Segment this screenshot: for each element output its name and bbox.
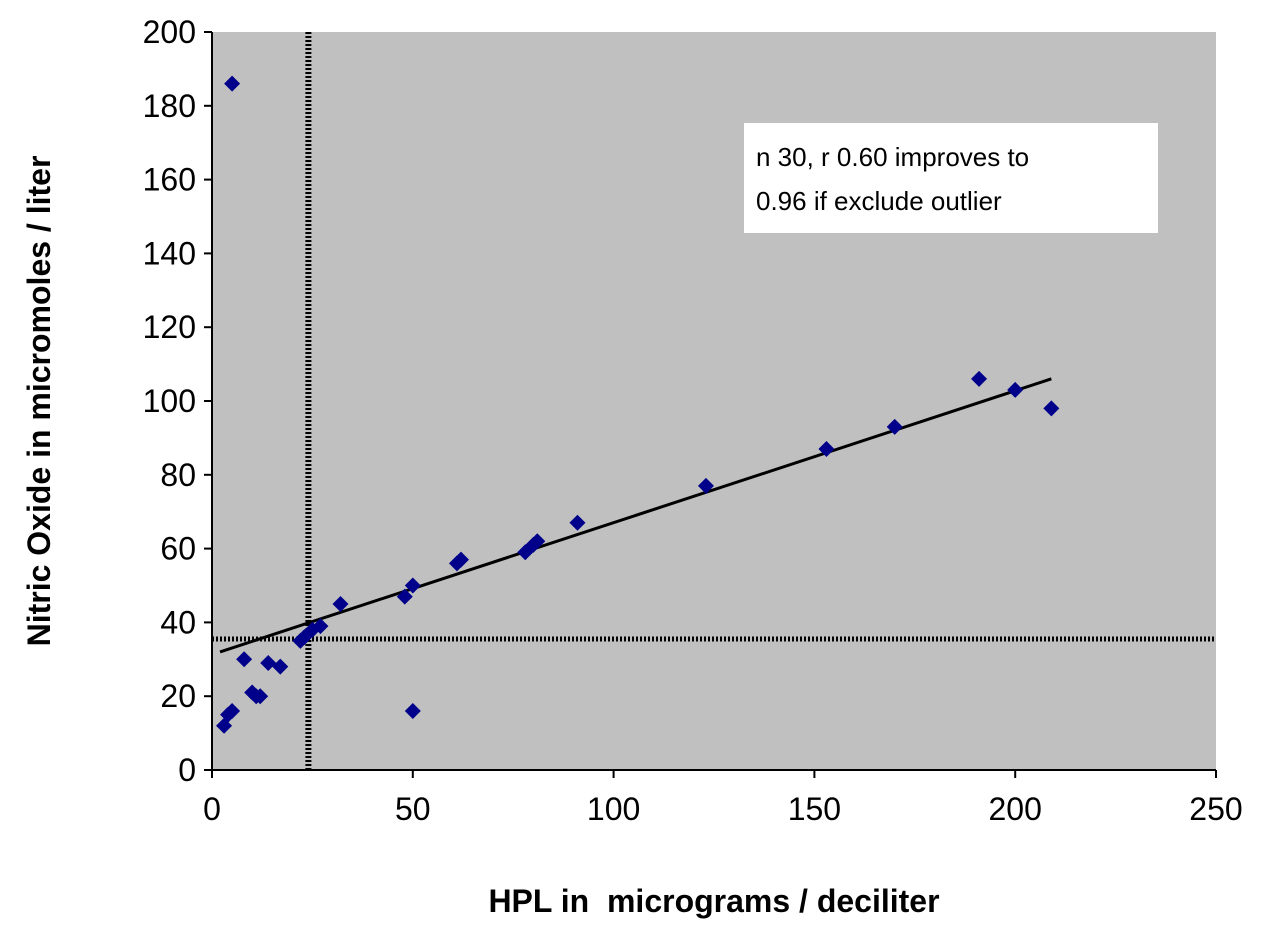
x-axis-title: HPL in micrograms / deciliter	[488, 883, 939, 919]
data-point	[396, 588, 413, 605]
data-points	[216, 75, 1060, 734]
x-tick-label: 0	[203, 791, 221, 827]
x-tick-label: 100	[587, 791, 640, 827]
data-point	[272, 658, 289, 675]
data-point	[1043, 400, 1060, 417]
data-point	[404, 702, 421, 719]
annotation-box: n 30, r 0.60 improves to 0.96 if exclude…	[744, 123, 1158, 233]
data-point	[260, 654, 277, 671]
data-point	[697, 477, 714, 494]
y-axis-title: Nitric Oxide in micromoles / liter	[21, 156, 57, 647]
data-point	[404, 577, 421, 594]
trendline	[219, 377, 1052, 654]
data-point	[529, 533, 546, 550]
x-tick-label: 200	[989, 791, 1042, 827]
annotation-line-1: n 30, r 0.60 improves to	[756, 142, 1029, 172]
data-point	[224, 702, 241, 719]
y-tick-label: 0	[178, 752, 196, 788]
x-tick-label: 250	[1189, 791, 1242, 827]
data-point	[818, 440, 835, 457]
data-point	[569, 514, 586, 531]
x-tick-label: 50	[395, 791, 431, 827]
data-point	[971, 370, 988, 387]
data-point	[1007, 381, 1024, 398]
x-tick-label: 150	[788, 791, 841, 827]
y-tick-label: 200	[143, 14, 196, 50]
y-tick-label: 120	[143, 309, 196, 345]
y-tick-label: 100	[143, 383, 196, 419]
data-point	[452, 551, 469, 568]
trendline-group	[219, 377, 1052, 654]
data-point	[224, 75, 241, 92]
data-point	[332, 595, 349, 612]
y-tick-label: 140	[143, 235, 196, 271]
y-axis-ticks: 0 20 40 60 80 100 120 140 160 180 200	[143, 14, 212, 788]
y-tick-label: 60	[160, 531, 196, 567]
y-tick-label: 20	[160, 678, 196, 714]
y-tick-label: 180	[143, 88, 196, 124]
reference-lines	[212, 32, 1216, 770]
data-point	[312, 618, 329, 635]
y-tick-label: 160	[143, 162, 196, 198]
y-tick-label: 80	[160, 457, 196, 493]
annotation-background	[744, 123, 1158, 233]
x-axis-ticks: 0 50 100 150 200 250	[203, 770, 1243, 827]
data-point	[236, 651, 253, 668]
y-tick-label: 40	[160, 604, 196, 640]
data-point	[886, 418, 903, 435]
data-point	[252, 688, 269, 705]
annotation-line-2: 0.96 if exclude outlier	[756, 186, 1002, 216]
